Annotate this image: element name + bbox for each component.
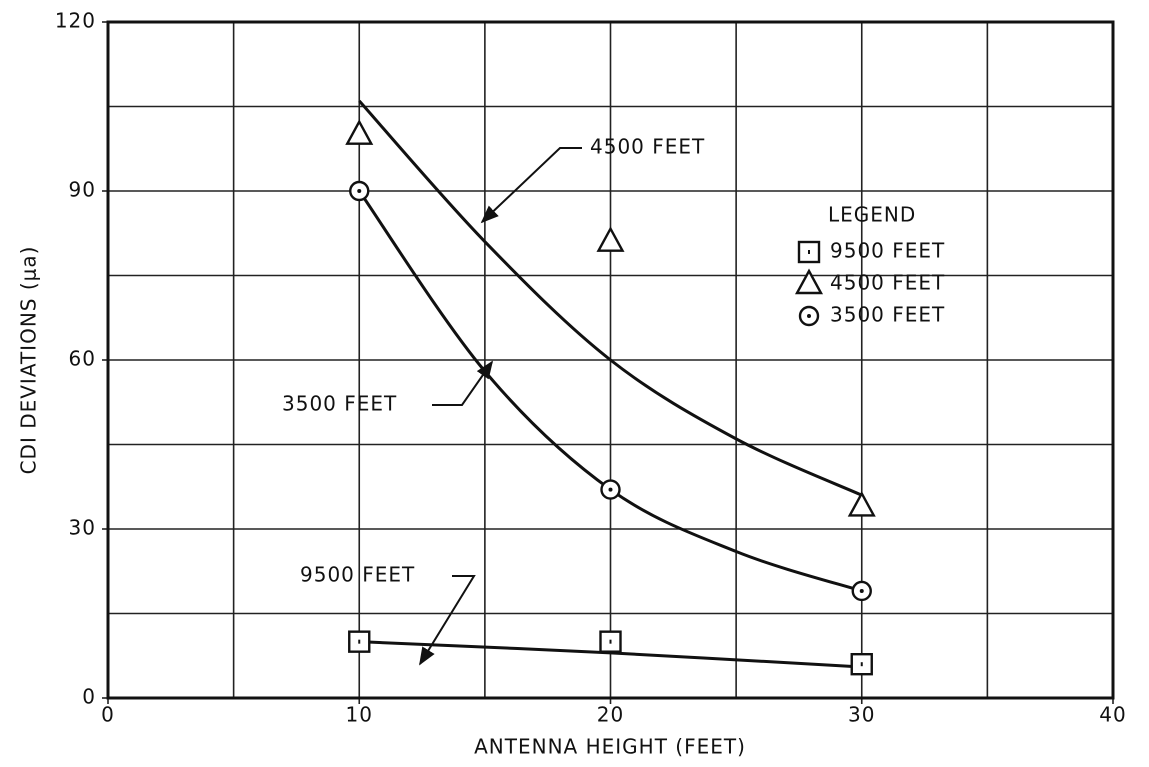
y-axis-label: CDI DEVIATIONS (μa) — [17, 246, 41, 475]
x-tick-label: 10 — [346, 703, 373, 727]
fit-curve — [359, 640, 862, 669]
legend-label: 3500 FEET — [830, 303, 945, 327]
marker-square — [599, 630, 622, 653]
x-tick-label: 0 — [101, 703, 115, 727]
marker-part — [794, 268, 824, 295]
marker-square — [850, 653, 873, 676]
marker-part — [847, 490, 876, 517]
marker-part — [357, 189, 362, 193]
x-tick-label: 30 — [848, 703, 875, 727]
marker-triangle — [794, 268, 824, 295]
annotation-arrow — [480, 147, 582, 224]
marker-square — [348, 630, 371, 653]
marker-triangle — [847, 490, 876, 517]
annotation-arrow — [432, 360, 494, 406]
marker-circle — [851, 580, 872, 602]
legend-title: LEGEND — [828, 203, 916, 227]
marker-circle — [349, 180, 370, 202]
marker-square — [797, 240, 821, 264]
marker-part — [345, 119, 374, 145]
y-tick-label: 90 — [69, 178, 96, 202]
y-tick-label: 120 — [55, 9, 96, 33]
legend-label: 4500 FEET — [830, 271, 945, 295]
marker-part — [807, 314, 811, 318]
marker-part — [596, 226, 625, 252]
y-tick-label: 60 — [69, 347, 96, 371]
marker-part — [608, 487, 613, 492]
annotation: 4500 FEET — [590, 135, 705, 159]
x-tick-label: 40 — [1099, 703, 1126, 727]
marker-triangle — [345, 119, 374, 145]
y-tick-label: 0 — [82, 685, 96, 709]
x-tick-label: 20 — [597, 703, 624, 727]
marker-triangle — [596, 226, 625, 252]
annotation-arrow — [419, 575, 476, 666]
marker-part — [859, 588, 864, 593]
fit-curve — [358, 190, 863, 593]
marker-circle — [798, 305, 820, 327]
marker-circle — [600, 479, 621, 500]
plot-frame — [106, 20, 1115, 700]
annotation: 3500 FEET — [282, 392, 397, 416]
x-axis-label: ANTENNA HEIGHT (FEET) — [474, 735, 746, 759]
annotation: 9500 FEET — [300, 563, 415, 587]
legend-label: 9500 FEET — [830, 239, 945, 263]
fit-curve — [358, 99, 863, 497]
y-tick-label: 30 — [69, 516, 96, 540]
